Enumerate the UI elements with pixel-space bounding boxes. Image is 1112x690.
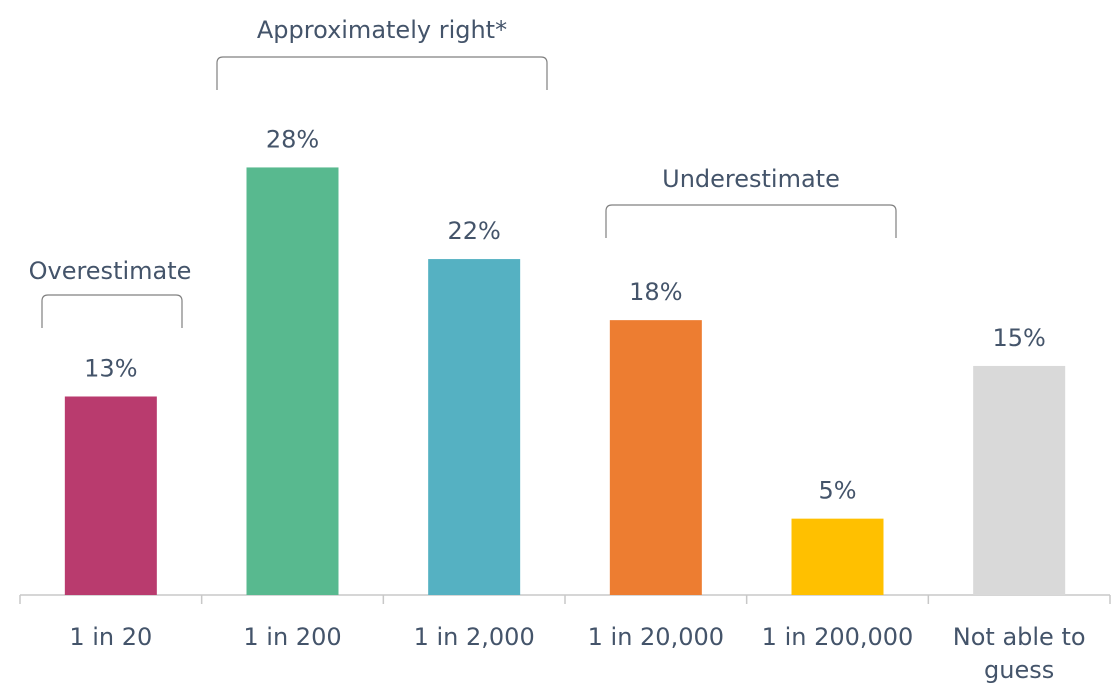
- bar-3: [609, 320, 702, 595]
- x-tick-label: Not able to guess: [953, 623, 1086, 684]
- data-label: 18%: [629, 278, 682, 306]
- group-label: Overestimate: [29, 257, 192, 285]
- bar-5: [973, 365, 1066, 595]
- group-bracket: [216, 56, 548, 90]
- bar-4: [791, 518, 884, 595]
- data-label: 5%: [818, 477, 856, 505]
- group-bracket: [41, 294, 183, 328]
- group-bracket: [605, 204, 897, 238]
- group-label: Underestimate: [662, 165, 840, 193]
- x-tick-label: 1 in 20: [69, 623, 152, 651]
- x-tick-label: 1 in 200,000: [762, 623, 914, 651]
- x-tick-label: 1 in 20,000: [588, 623, 724, 651]
- bar-0: [64, 396, 157, 595]
- x-tick-label: 1 in 2,000: [414, 623, 535, 651]
- x-tick-label: 1 in 200: [243, 623, 341, 651]
- group-label: Approximately right*: [257, 16, 507, 44]
- data-label: 13%: [84, 354, 137, 382]
- data-label: 28%: [266, 125, 319, 153]
- bar-2: [428, 259, 521, 595]
- data-label: 15%: [992, 324, 1045, 352]
- data-label: 22%: [447, 217, 500, 245]
- bar-1: [246, 167, 339, 595]
